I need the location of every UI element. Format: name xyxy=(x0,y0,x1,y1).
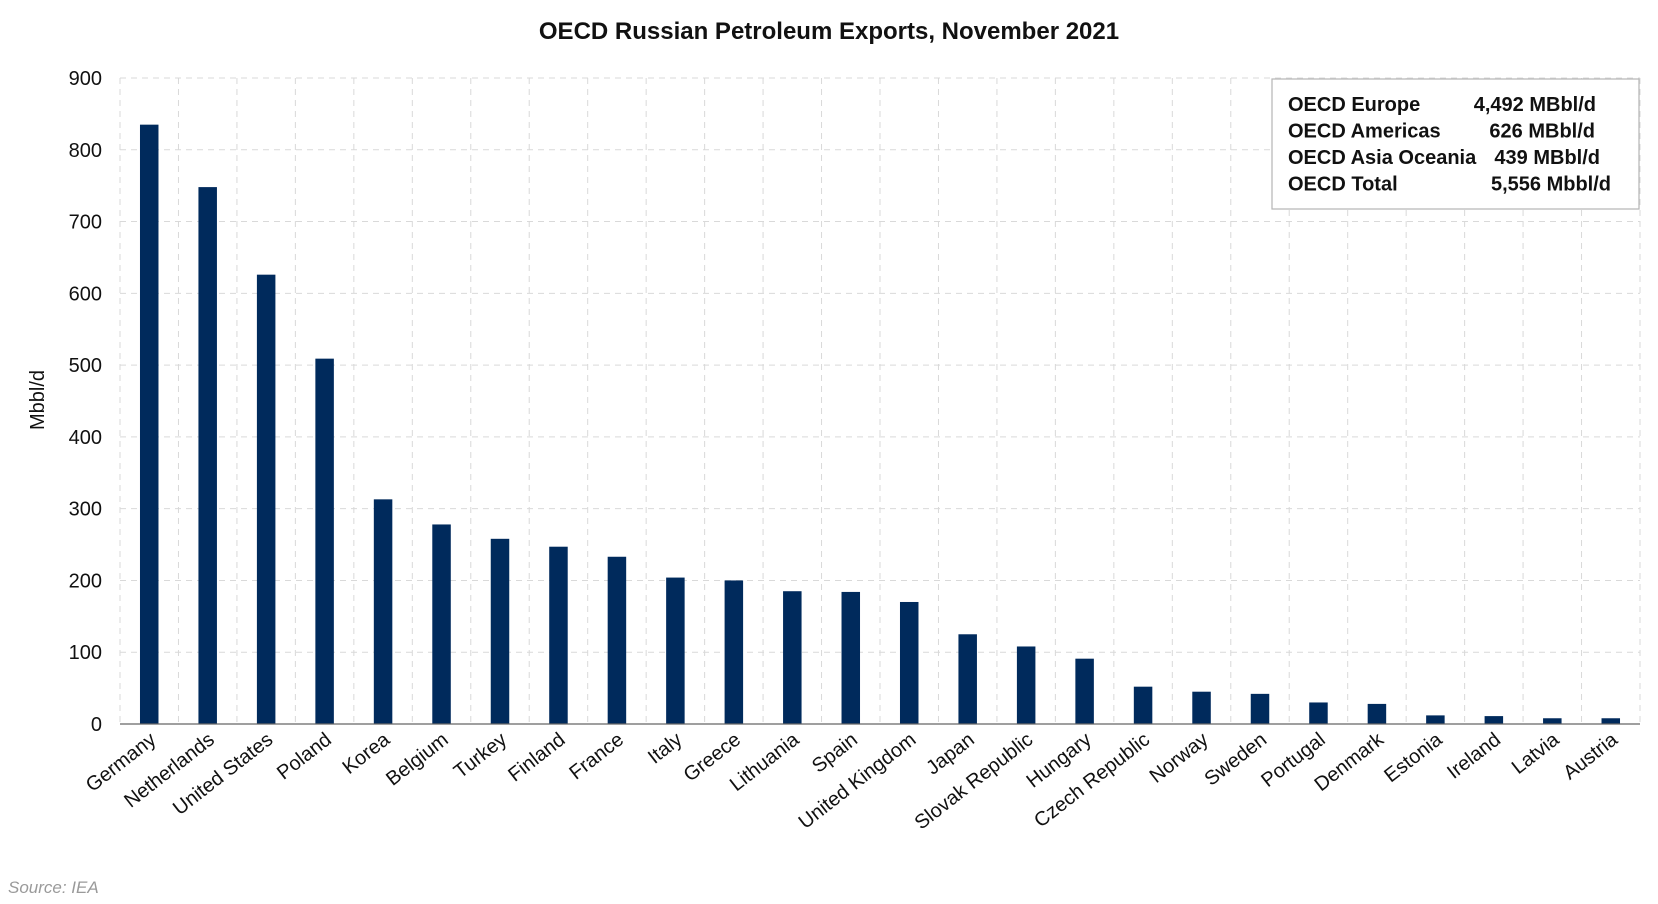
bar xyxy=(841,591,861,724)
bars-layer xyxy=(139,124,1621,724)
grid-layer xyxy=(119,77,1641,724)
summary-legend-box xyxy=(1271,78,1640,210)
source-note: Source: IEA xyxy=(8,878,99,897)
y-tick-label: 600 xyxy=(69,283,102,305)
chart-title: OECD Russian Petroleum Exports, November… xyxy=(539,18,1119,45)
y-axis-ticks: 0 100 200 300 400 500 600 700 800 900 xyxy=(69,68,102,736)
bar xyxy=(1543,718,1562,724)
y-tick-label: 200 xyxy=(69,570,102,592)
x-tick-label: Latvia xyxy=(1508,728,1564,779)
summary-legend-label: OECD Europe xyxy=(1288,94,1420,116)
x-tick-label: Austria xyxy=(1559,728,1622,784)
x-tick-label: Ireland xyxy=(1443,729,1505,784)
summary-legend-label: OECD Americas xyxy=(1288,121,1441,143)
bar xyxy=(1016,646,1036,724)
x-tick-label: Italy xyxy=(644,729,686,769)
bar xyxy=(1309,702,1328,724)
x-tick-label: Sweden xyxy=(1201,729,1272,791)
bar xyxy=(724,580,744,724)
bar xyxy=(1426,715,1445,724)
x-tick-label: Norway xyxy=(1146,729,1213,788)
y-tick-label: 300 xyxy=(69,499,102,521)
y-tick-label: 0 xyxy=(91,714,102,736)
summary-legend-value: 4,492 MBbl/d xyxy=(1474,94,1596,116)
bar xyxy=(783,591,802,724)
y-tick-label: 400 xyxy=(69,427,102,449)
bar xyxy=(432,524,451,724)
bar xyxy=(607,556,627,724)
y-axis-label: Mbbl/d xyxy=(27,370,49,430)
summary-legend-value: 626 MBbl/d xyxy=(1489,121,1595,143)
y-tick-label: 900 xyxy=(69,68,102,90)
bar xyxy=(666,577,685,724)
bar xyxy=(1133,686,1153,724)
bar xyxy=(198,187,217,724)
bar xyxy=(899,601,919,724)
x-tick-label: Belgium xyxy=(382,729,452,791)
summary-legend-rows: OECD Europe 4,492 MBbl/d OECD Americas 626 … xyxy=(1288,94,1611,196)
x-tick-label: Turkey xyxy=(450,729,511,784)
summary-legend-value: 439 MBbl/d xyxy=(1494,147,1600,169)
bar xyxy=(490,538,510,724)
bar xyxy=(139,124,159,724)
bar xyxy=(373,499,393,724)
bar xyxy=(1484,716,1504,724)
bar xyxy=(1192,691,1211,724)
summary-legend-label: OECD Asia Oceania xyxy=(1288,147,1477,169)
y-tick-label: 800 xyxy=(69,140,102,162)
x-tick-label: Poland xyxy=(273,729,336,785)
bar xyxy=(256,274,276,724)
bar xyxy=(1367,703,1387,724)
summary-legend-label: OECD Total xyxy=(1288,174,1398,196)
x-tick-label: France xyxy=(565,729,628,785)
x-tick-label: Estonia xyxy=(1380,728,1447,787)
y-tick-label: 700 xyxy=(69,212,102,234)
x-tick-label: United States xyxy=(169,729,277,820)
summary-legend: OECD Europe 4,492 MBbl/d OECD Americas 626 … xyxy=(1271,78,1640,210)
x-tick-label: Finland xyxy=(504,729,569,787)
bar xyxy=(315,358,334,724)
summary-legend-value: 5,556 Mbbl/d xyxy=(1491,174,1611,196)
bar xyxy=(958,634,977,724)
bar xyxy=(1601,718,1621,724)
y-tick-label: 100 xyxy=(69,642,102,664)
bar xyxy=(1250,693,1270,724)
bar xyxy=(549,546,568,724)
bar xyxy=(1075,658,1094,724)
y-tick-label: 500 xyxy=(69,355,102,377)
